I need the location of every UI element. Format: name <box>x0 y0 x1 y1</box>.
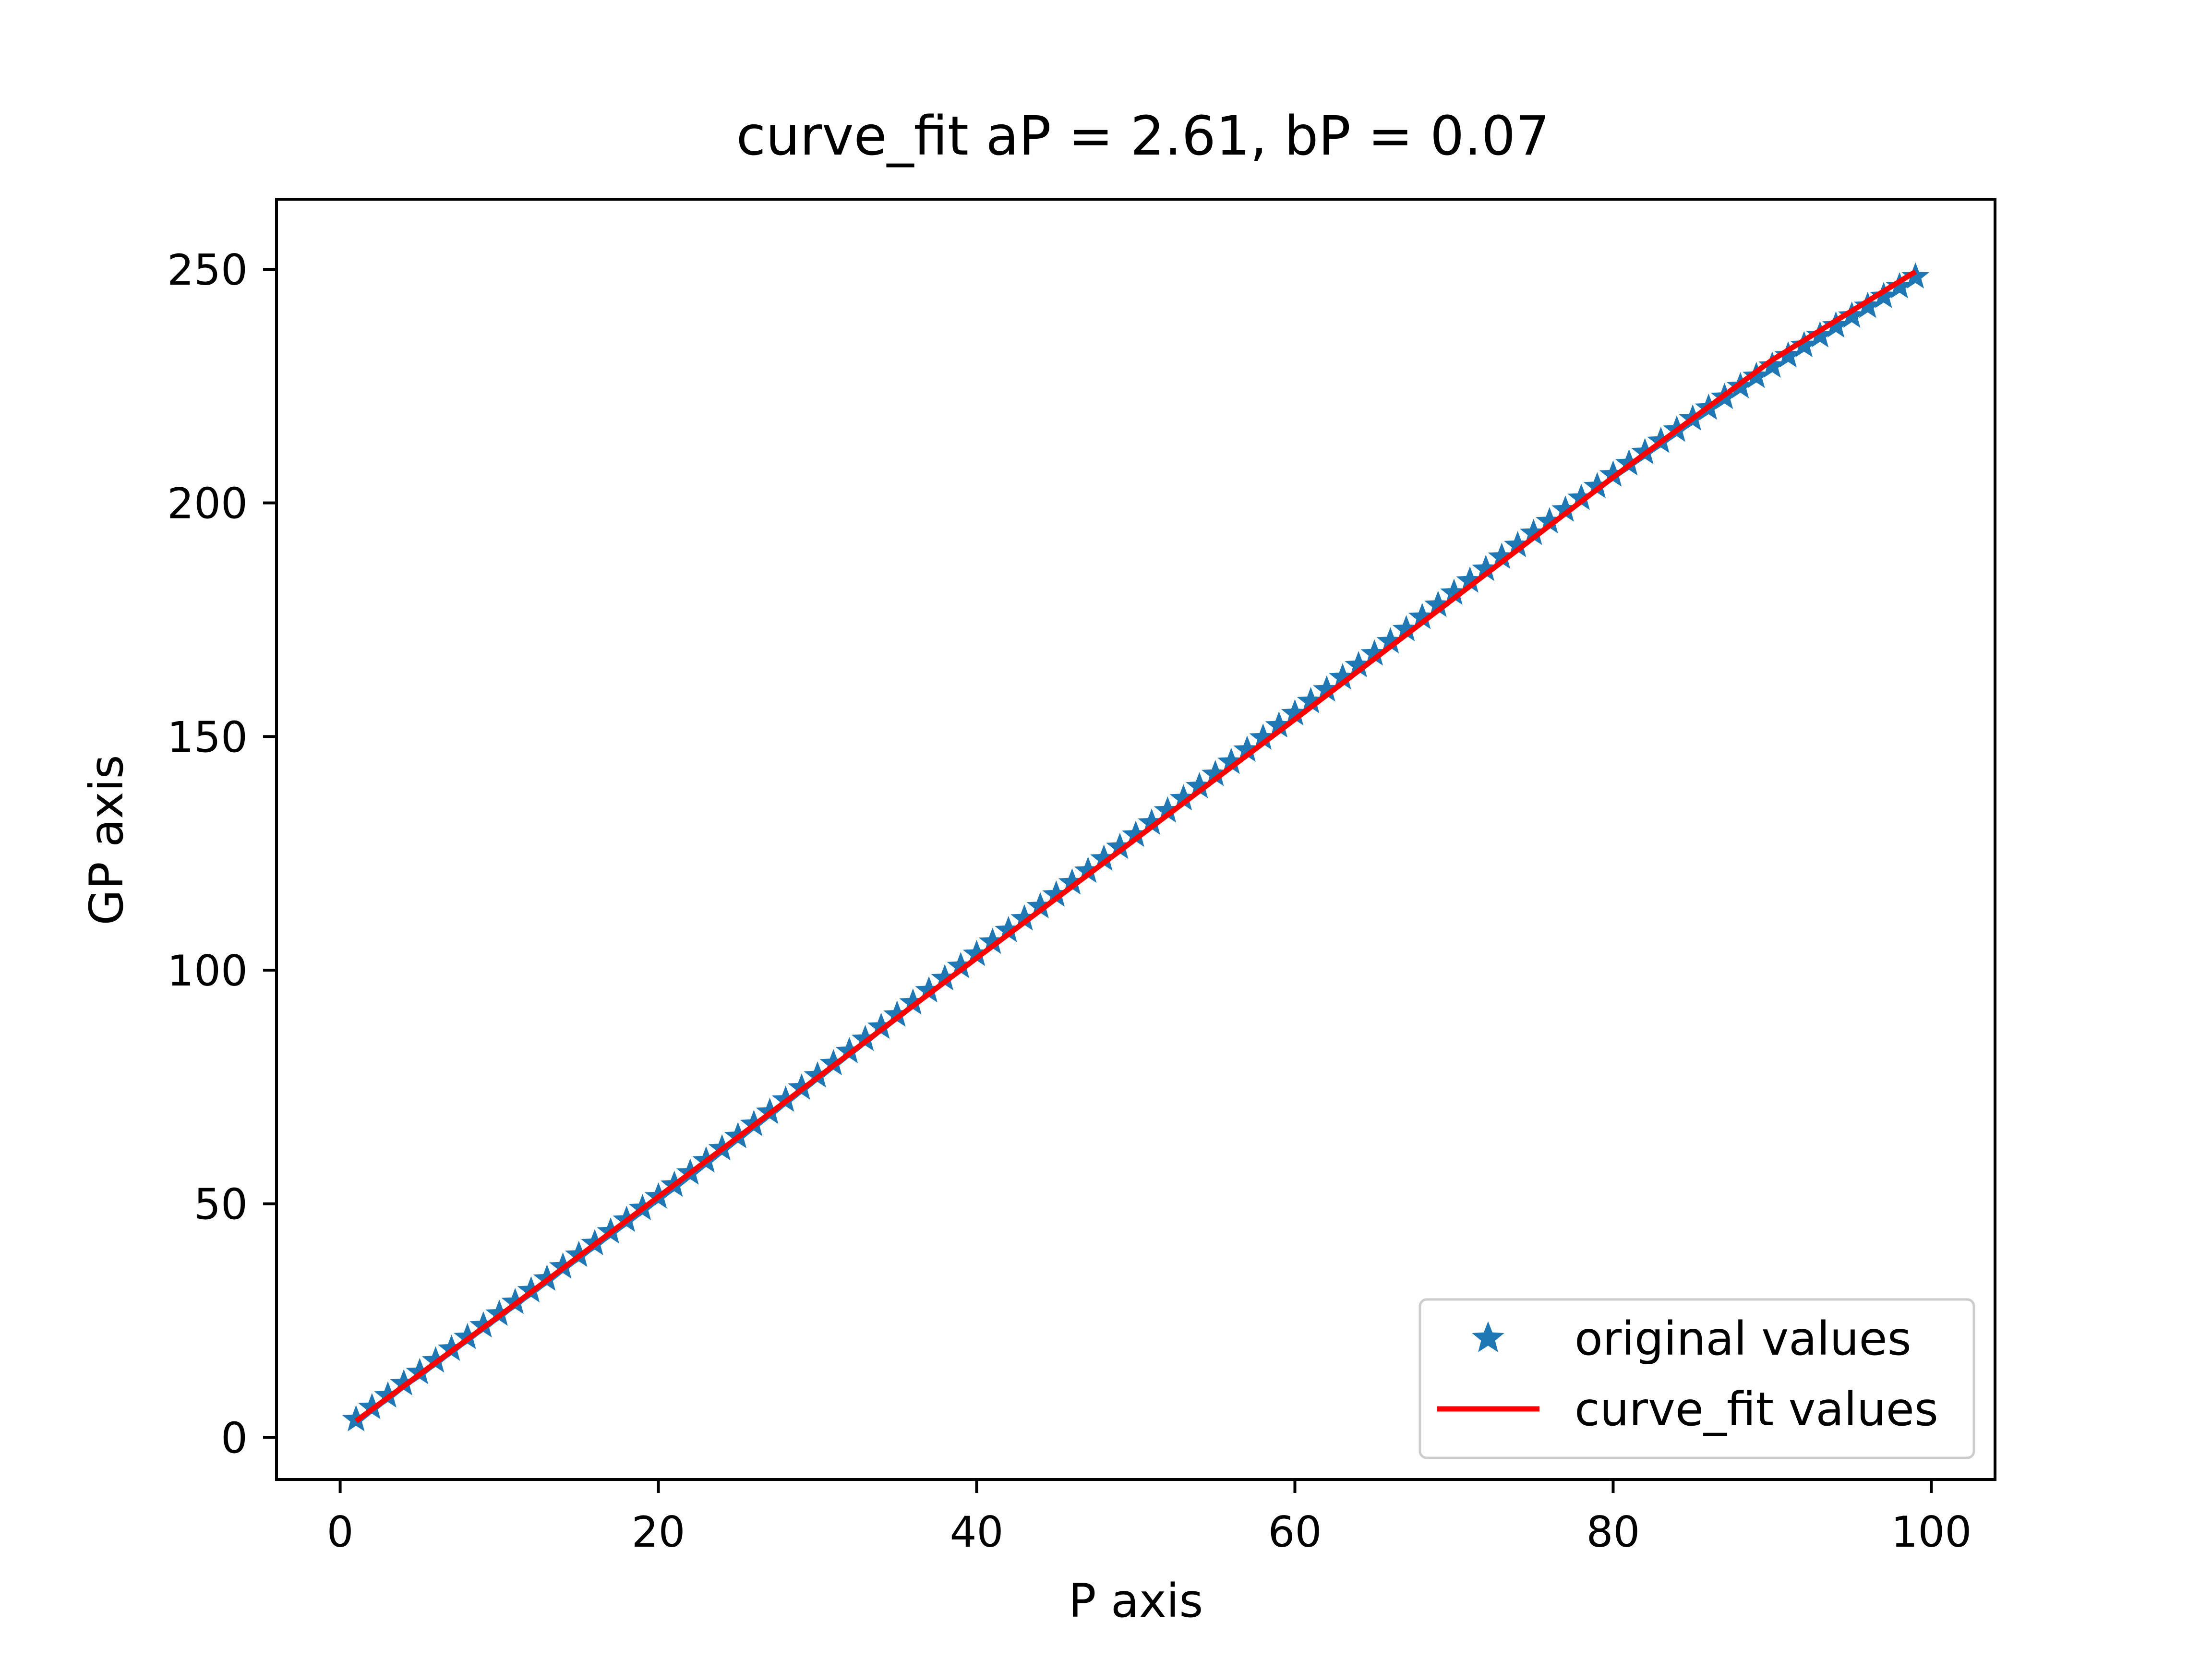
x-tick-label: 100 <box>1891 1507 1972 1557</box>
y-tick-label: 250 <box>167 245 248 295</box>
x-tick-label: 80 <box>1586 1507 1640 1557</box>
series-layer <box>342 262 1930 1431</box>
fit-line <box>354 269 1917 1423</box>
x-tick-label: 60 <box>1268 1507 1322 1557</box>
plot-area <box>275 198 1996 1481</box>
data-point <box>1790 331 1818 358</box>
y-tick-label: 50 <box>194 1180 248 1229</box>
legend: original values curve_fit values <box>1419 1298 1975 1459</box>
y-tick-label: 0 <box>221 1413 248 1463</box>
data-point <box>1838 301 1866 328</box>
x-tick-label: 40 <box>950 1507 1004 1557</box>
data-point <box>1901 262 1930 289</box>
x-axis: 0 20 40 60 80 100 <box>327 1479 1972 1557</box>
y-tick-label: 150 <box>167 712 248 762</box>
x-tick-label: 20 <box>632 1507 685 1557</box>
x-axis-label: P axis <box>1069 1574 1203 1628</box>
legend-label-original: original values <box>1575 1312 1911 1366</box>
data-point <box>1822 311 1850 338</box>
legend-box <box>1419 1298 1975 1459</box>
x-tick-label: 0 <box>327 1507 354 1557</box>
y-tick-label: 100 <box>167 946 248 996</box>
legend-label-curve-fit: curve_fit values <box>1575 1382 1938 1436</box>
y-axis-label: GP axis <box>80 755 133 925</box>
data-point <box>1854 291 1882 318</box>
data-point <box>1806 321 1834 348</box>
axes-frame <box>275 198 1996 1481</box>
y-tick-label: 200 <box>167 479 248 529</box>
y-axis: 0 50 100 150 200 250 <box>167 245 276 1463</box>
data-point <box>1870 282 1898 308</box>
legend-star-marker <box>1472 1321 1504 1352</box>
data-point <box>1886 272 1913 299</box>
chart-title: curve_fit aP = 2.61, bP = 0.07 <box>736 105 1550 168</box>
